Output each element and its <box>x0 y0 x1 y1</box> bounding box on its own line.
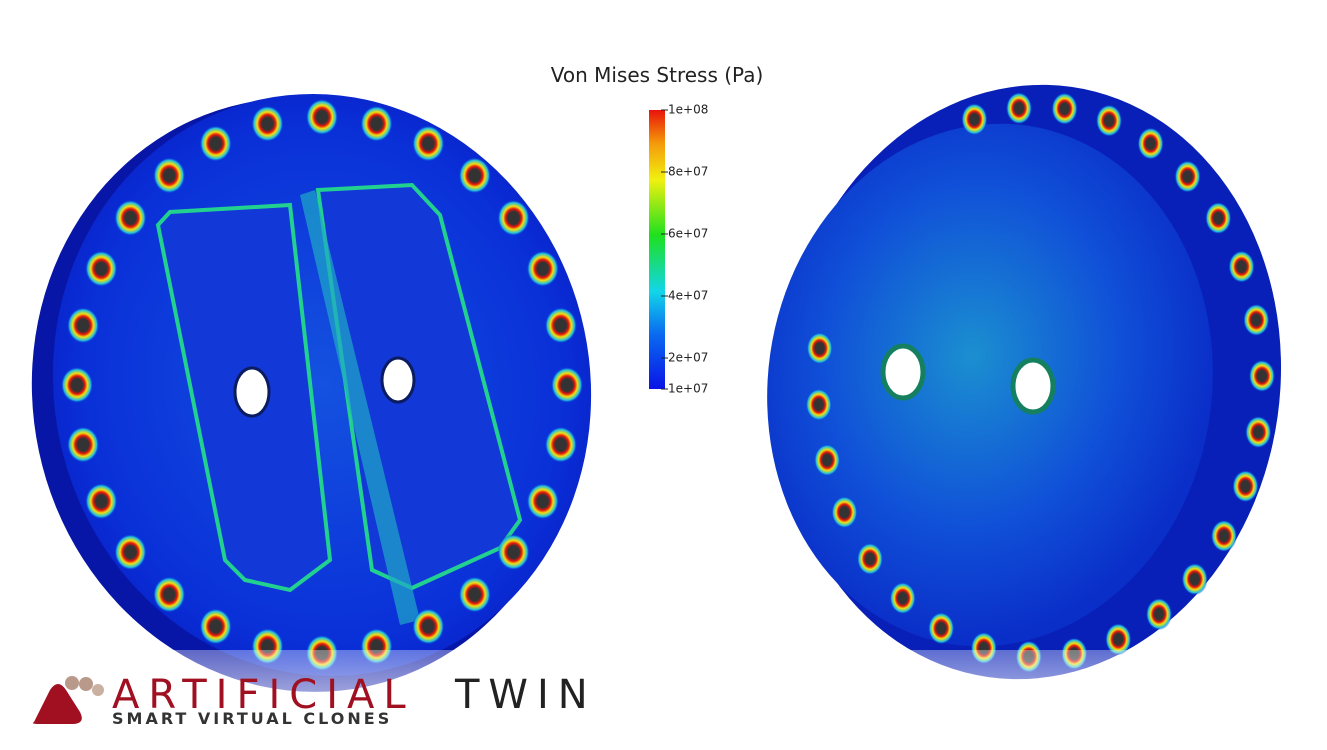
bolt-hole <box>497 199 530 236</box>
logo-tagline: SMART VIRTUAL CLONES <box>112 709 392 728</box>
bolt-hole <box>1181 563 1208 596</box>
bolt-hole <box>85 483 118 520</box>
bolt-hole <box>806 332 833 365</box>
tick-label: 8e+07 <box>668 165 708 179</box>
bolt-hole <box>497 534 530 571</box>
bolt-hole <box>153 576 186 613</box>
bolt-hole <box>814 444 841 477</box>
bottom-fade <box>0 650 1327 750</box>
bolt-hole <box>67 307 100 344</box>
bolt-hole <box>805 388 832 421</box>
tick-label: 4e+07 <box>668 289 708 303</box>
bolt-hole <box>1105 623 1132 656</box>
bolt-hole <box>1245 416 1272 449</box>
tick-label: 6e+07 <box>668 227 708 241</box>
right-flange <box>767 84 1282 680</box>
colorbar-title: Von Mises Stress (Pa) <box>551 63 764 87</box>
bolt-hole <box>1232 470 1259 503</box>
bolt-hole <box>458 157 491 194</box>
logo: ARTIFICIAL TWIN SMART VIRTUAL CLONES <box>32 672 597 728</box>
bolt-hole <box>857 542 884 575</box>
bolt-hole <box>1205 202 1232 235</box>
bolt-hole <box>889 582 916 615</box>
logo-dot <box>65 676 79 690</box>
bolt-hole <box>961 103 988 136</box>
bolt-hole <box>114 534 147 571</box>
tick-label: 1e+08 <box>668 103 708 117</box>
bolt-hole <box>360 105 393 142</box>
bolt-hole <box>1210 519 1237 552</box>
bolt-hole <box>61 367 93 403</box>
bolt-hole <box>114 199 147 236</box>
bolt-hole <box>306 99 338 135</box>
bolt-hole <box>1174 160 1201 193</box>
bolt-hole <box>1146 598 1173 631</box>
logo-name: TWIN <box>454 672 597 718</box>
bolt-hole <box>526 483 559 520</box>
bolt-hole <box>1228 250 1255 283</box>
left-flange <box>31 93 592 692</box>
logo-dot <box>79 677 93 691</box>
bolt-hole <box>928 612 955 645</box>
tick-label: 2e+07 <box>668 351 708 365</box>
bolt-hole <box>199 608 232 645</box>
bolt-hole <box>153 157 186 194</box>
bolt-hole <box>1006 92 1033 125</box>
bolt-hole <box>412 125 445 162</box>
bolt-hole <box>412 608 445 645</box>
bolt-hole <box>1051 92 1078 125</box>
bolt-hole <box>458 576 491 613</box>
colorbar: Von Mises Stress (Pa) 1e+08 8e+07 6e+07 4e+… <box>551 63 764 396</box>
bolt-hole <box>526 250 559 287</box>
bolt-hole <box>1248 359 1275 392</box>
bolt-hole <box>551 367 583 403</box>
bolt-hole <box>544 426 577 463</box>
bolt-hole <box>85 250 118 287</box>
bolt-hole <box>1243 303 1270 336</box>
bolt-hole <box>251 105 284 142</box>
bolt-hole <box>1096 104 1123 137</box>
logo-dot <box>92 684 104 696</box>
tick-label: 1e+07 <box>668 382 708 396</box>
bolt-hole <box>67 426 100 463</box>
logo-mark <box>32 684 82 724</box>
colorbar-scale <box>649 110 665 389</box>
bolt-hole <box>831 496 858 529</box>
bolt-hole <box>544 307 577 344</box>
logo-name: ARTIFICIAL <box>112 672 415 718</box>
bolt-hole <box>1137 127 1164 160</box>
bolt-hole <box>199 125 232 162</box>
